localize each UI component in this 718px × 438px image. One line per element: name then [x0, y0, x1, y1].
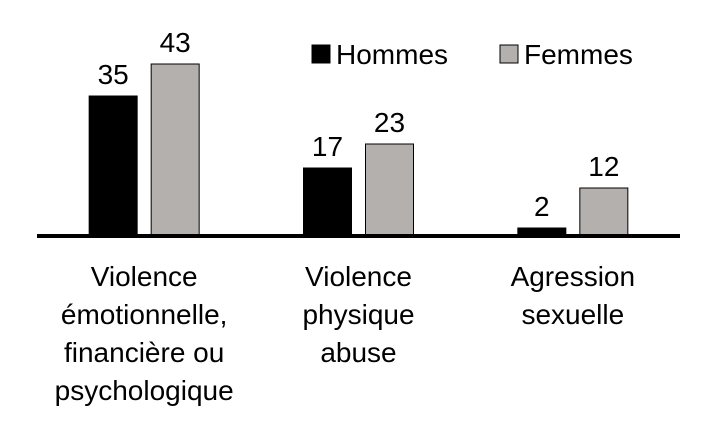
legend-swatch [499, 44, 519, 64]
bar [579, 187, 629, 237]
bar [365, 143, 414, 237]
x-tick-label: Agression sexuelle [510, 261, 636, 330]
x-tick-label: Violence émotionnelle, financière ou psy… [54, 261, 234, 406]
value-label: 23 [374, 107, 405, 138]
value-label: 2 [534, 191, 550, 222]
legend-label: Femmes [524, 39, 633, 70]
legend-label: Hommes [336, 39, 448, 70]
value-label: 17 [312, 131, 343, 162]
legend-swatch [311, 44, 331, 64]
bar [303, 167, 352, 237]
value-label: 35 [98, 59, 129, 90]
bar [88, 95, 138, 237]
value-label: 43 [160, 27, 191, 58]
value-label: 12 [588, 151, 619, 182]
bar [150, 63, 200, 237]
x-tick-label: Violence physique abuse [302, 261, 415, 368]
